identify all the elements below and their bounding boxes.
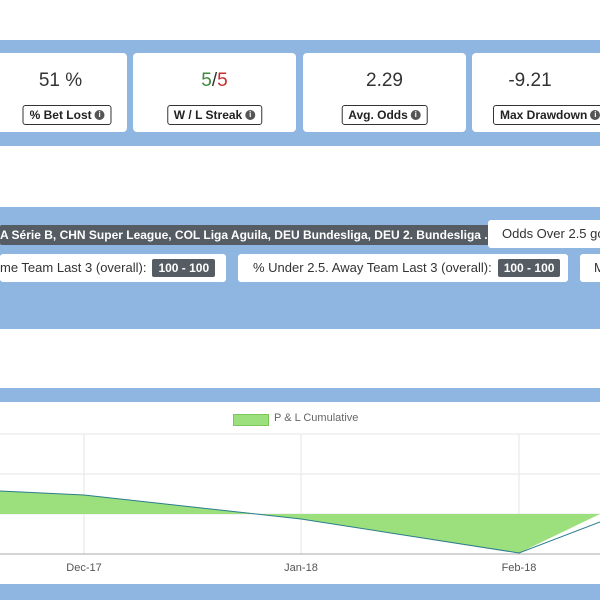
stat-card-avg-odds: 2.29 Avg. Odds i: [303, 53, 466, 132]
win-streak-value: 5: [201, 70, 212, 91]
info-icon[interactable]: i: [94, 109, 105, 120]
avg-odds-value: 2.29: [366, 70, 403, 91]
info-icon[interactable]: i: [410, 109, 421, 120]
away-last3-filter[interactable]: % Under 2.5. Away Team Last 3 (overall):…: [238, 254, 568, 282]
max-drawdown-label-button[interactable]: Max Drawdown i: [493, 105, 600, 125]
stat-card-max-drawdown: -9.21 Max Drawdown i: [472, 53, 600, 132]
x-tick-label: Jan-18: [284, 562, 318, 574]
legend-swatch[interactable]: [233, 414, 269, 426]
home-last3-label: me Team Last 3 (overall):: [0, 260, 147, 275]
bet-lost-value: 51 %: [38, 70, 83, 91]
stat-card-wl-streak: 5/5 W / L Streak i: [133, 53, 296, 132]
pl-line: [0, 490, 600, 554]
odds-over-filter[interactable]: Odds Over 2.5 go: [488, 220, 600, 248]
max-drawdown-value: -9.21: [508, 70, 552, 91]
more-filter[interactable]: M: [580, 254, 600, 282]
loss-streak-value: 5: [217, 70, 228, 91]
avg-odds-label: Avg. Odds: [348, 108, 408, 122]
pl-chart: P & L Cumulative Dec-17 Jan-18 Feb-18: [0, 402, 600, 584]
wl-streak-value: 5/5: [133, 70, 296, 92]
league-filter-badge[interactable]: A Série B, CHN Super League, COL Liga Ag…: [0, 225, 501, 245]
bet-lost-label: % Bet Lost: [29, 108, 92, 122]
info-icon[interactable]: i: [590, 109, 600, 120]
stats-band: 51 % % Bet Lost i 5/5 W / L Streak i 2.29 …: [0, 40, 600, 146]
home-last3-filter[interactable]: me Team Last 3 (overall): 100 - 100: [0, 254, 226, 282]
away-last3-label: % Under 2.5. Away Team Last 3 (overall):: [253, 260, 492, 275]
x-tick-label: Dec-17: [66, 562, 102, 574]
x-tick-label: Feb-18: [501, 562, 537, 574]
wl-streak-label-button[interactable]: W / L Streak i: [166, 105, 263, 125]
chart-svg: [0, 433, 600, 555]
avg-odds-label-button[interactable]: Avg. Odds i: [341, 105, 428, 125]
wl-streak-label: W / L Streak: [173, 108, 243, 122]
wl-streak-separator: /: [211, 70, 218, 91]
chart-band-bottom: [0, 584, 600, 600]
max-drawdown-label: Max Drawdown: [500, 108, 588, 122]
away-last3-range: 100 - 100: [497, 259, 561, 277]
stat-card-bet-lost: 51 % % Bet Lost i: [0, 53, 127, 132]
chart-band-top: [0, 388, 600, 402]
legend-label[interactable]: P & L Cumulative: [274, 412, 359, 424]
bet-lost-label-button[interactable]: % Bet Lost i: [22, 105, 112, 125]
info-icon[interactable]: i: [245, 109, 256, 120]
pl-area-positive: [0, 491, 260, 514]
pl-area-negative: [260, 514, 600, 553]
home-last3-range: 100 - 100: [152, 259, 216, 277]
